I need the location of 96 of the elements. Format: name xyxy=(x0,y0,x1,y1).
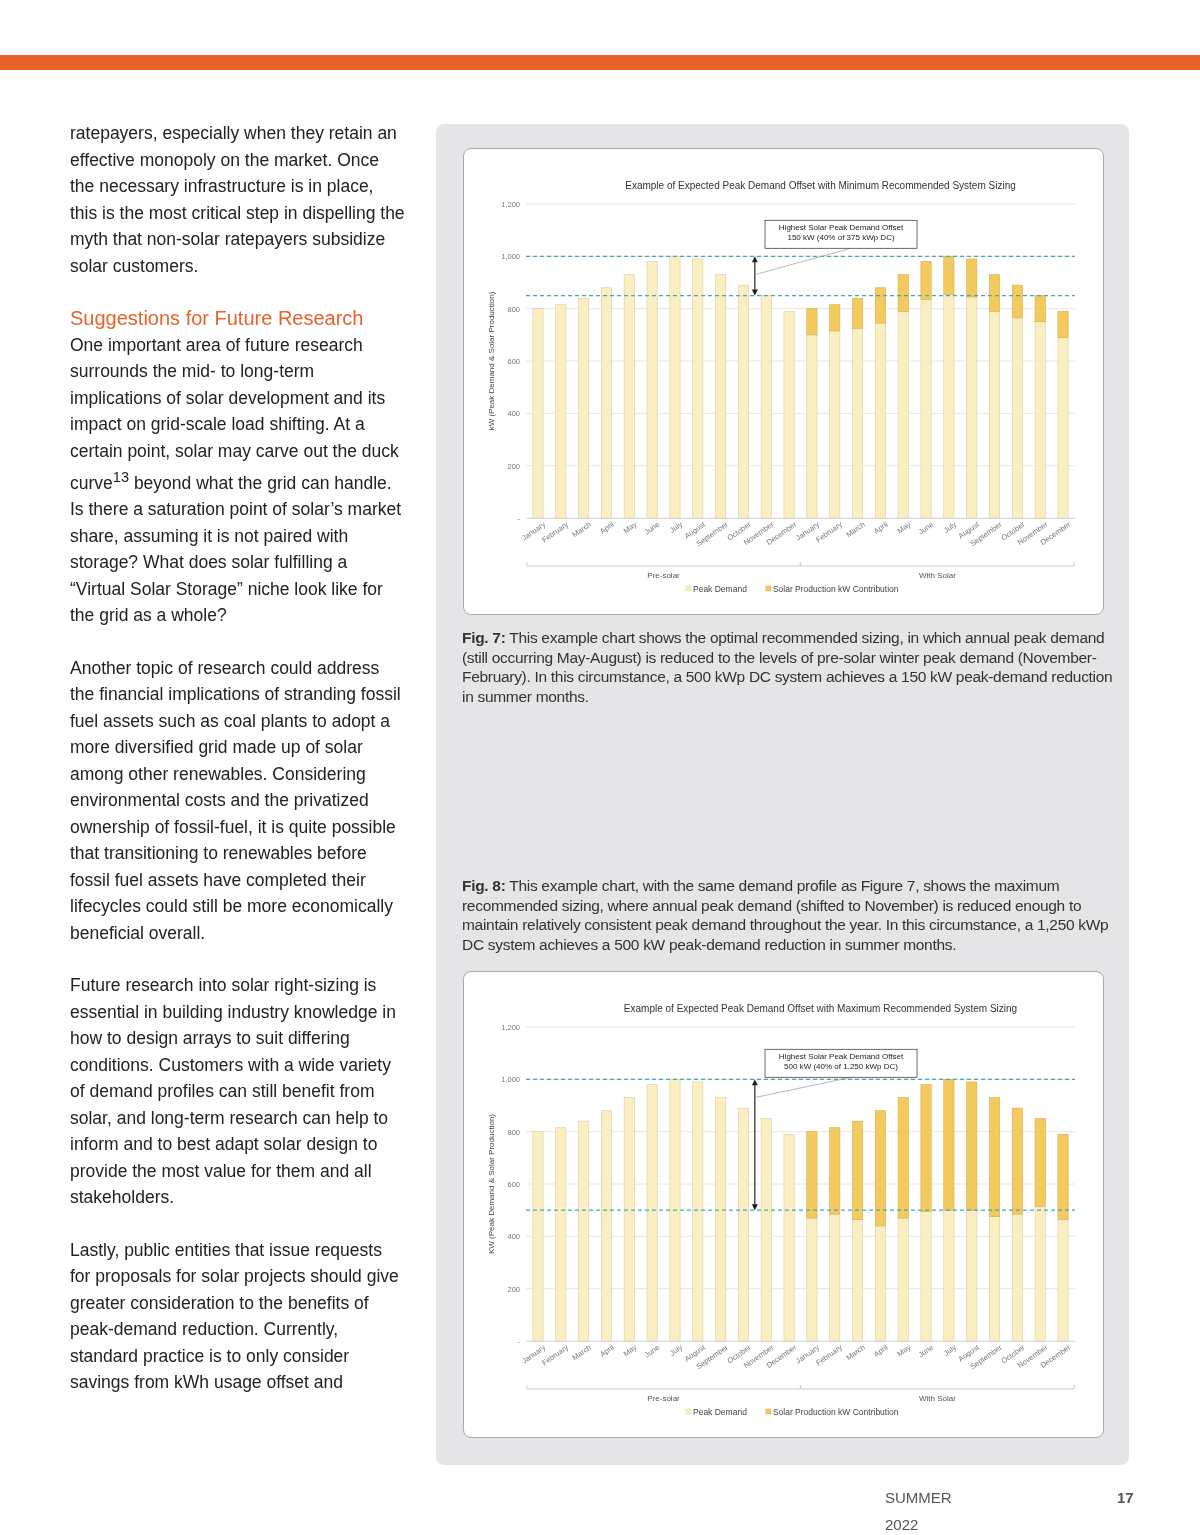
legend-label: Solar Production kW Contribution xyxy=(772,584,899,594)
bar xyxy=(692,258,704,519)
bar xyxy=(874,1110,886,1227)
text: One important area of future research surrounds the mid- to long-term implications of solar development and its impact on grid-scale load shifting. At a certain point, solar may carve out the duck curve$^{13}$ beyond what the grid can handle. Is there a saturation point of solar’s market share, assuming it is not paired with storage? What does solar fulfilling a “Virtual Solar Storage” niche look like for the grid as a whole? xyxy=(70,334,402,626)
bar xyxy=(1011,1213,1023,1342)
bar xyxy=(1011,1107,1023,1215)
text: 17 xyxy=(1117,1488,1134,1508)
bar xyxy=(715,1097,727,1342)
bar xyxy=(829,304,841,332)
bar xyxy=(920,299,932,519)
bar xyxy=(783,1133,795,1342)
bar xyxy=(692,1081,704,1342)
bar xyxy=(829,330,841,519)
legend-label: Solar Production kW Contribution xyxy=(772,1407,899,1417)
text: SUMMER 2022 xyxy=(885,1488,952,1535)
bar xyxy=(623,274,635,519)
bar xyxy=(669,1079,681,1342)
text: With Solar xyxy=(919,571,957,580)
bar xyxy=(555,304,567,519)
text: Pre-solar xyxy=(647,571,681,580)
text: Another topic of research could address the financial implications of stranding fossil fuel assets such as coal plants to adopt a more diversified grid made up of solar among other renewables. Considering environmental costs and the privatized ownership of fossil-fuel, it is quite possible that transitioning to renewables before fossil fuel assets have completed their lifecycles could still be more economically beneficial overall. xyxy=(70,657,401,943)
bar xyxy=(989,310,1000,519)
bar xyxy=(623,1097,635,1342)
bar xyxy=(738,284,749,519)
bar xyxy=(852,1219,863,1342)
bar xyxy=(669,256,681,519)
bar xyxy=(874,1225,886,1342)
bar xyxy=(897,274,909,312)
y-axis-title: KW (Peak Demand & Solar Production) xyxy=(487,1113,496,1255)
bar xyxy=(715,274,727,519)
bar xyxy=(532,308,544,519)
bar xyxy=(1011,317,1023,519)
bar xyxy=(943,293,955,519)
bar xyxy=(852,327,863,519)
bar xyxy=(783,310,795,519)
bar xyxy=(852,297,863,329)
bar xyxy=(806,308,818,336)
bar xyxy=(760,295,772,519)
legend-label: Peak Demand xyxy=(693,584,748,594)
text: ratepayers, especially when they retain an effective monopoly on the market. Once the necessary infrastructure is in place, this is the most critical step in dispelling the myth that non-solar ratepayers subsidize solar customers. xyxy=(70,122,405,278)
bar xyxy=(829,1213,841,1342)
bar xyxy=(852,1120,863,1220)
bar xyxy=(1057,1219,1069,1342)
bar xyxy=(806,334,818,519)
bar xyxy=(1057,1133,1069,1220)
bar xyxy=(920,1211,932,1342)
bar xyxy=(646,261,658,519)
bar xyxy=(1057,310,1069,338)
bar xyxy=(806,1217,818,1342)
bar xyxy=(874,287,886,324)
bar xyxy=(646,1084,658,1342)
bar xyxy=(760,1118,772,1342)
text: Suggestions for Future Research xyxy=(70,306,365,331)
bar xyxy=(966,258,978,298)
bar xyxy=(1034,1205,1046,1342)
bar xyxy=(920,1084,932,1212)
bar xyxy=(555,1127,567,1342)
text: With Solar xyxy=(919,1394,957,1403)
bar xyxy=(578,1120,590,1342)
bar xyxy=(989,274,1000,312)
bar xyxy=(874,322,886,519)
bar xyxy=(829,1127,841,1215)
chart-title: Example of Expected Peak Demand Offset with Maximum Recommended System Sizing xyxy=(623,1003,1018,1014)
annotation: Highest Solar Peak Demand Offset 500 kW (40% of 1.250 kWp DC) xyxy=(778,1052,904,1072)
bar xyxy=(989,1216,1000,1342)
text: Lastly, public entities that issue requests for proposals for solar projects should give greater consideration to the benefits of peak-demand reduction. Currently, standard practice is to only consider savings from kWh usage offset and xyxy=(70,1238,400,1395)
bar xyxy=(1011,284,1023,319)
caption: Fig. 7: This example chart shows the optimal recommended sizing, in which annual peak demand (still occurring May-August) is reduced to the levels of pre-solar winter peak demand (November-February). In this circumstance, a 500 kWp DC system achieves a 150 kW peak-demand reduction in summer months. xyxy=(462,629,1113,705)
bar xyxy=(920,261,932,300)
bar xyxy=(897,310,909,519)
legend-label: Peak Demand xyxy=(693,1407,748,1417)
bar xyxy=(1057,337,1069,519)
bar xyxy=(738,1107,749,1342)
bar xyxy=(578,297,590,519)
bar xyxy=(532,1131,544,1342)
bar xyxy=(966,296,978,519)
bar xyxy=(943,1079,955,1211)
bar xyxy=(943,1209,955,1342)
bar xyxy=(601,1110,612,1342)
text: Future research into solar right-sizing is essential in building industry knowledge in how to design arrays to suit differing conditions. Customers with a wide variety of demand profiles can still benefit from solar, and long-term research can help to inform and to best adapt solar design to provide the most value for them and all stakeholders. xyxy=(70,975,396,1208)
bar xyxy=(966,1081,978,1211)
bar xyxy=(989,1097,1000,1218)
chart-title: Example of Expected Peak Demand Offset with Minimum Recommended System Sizing xyxy=(625,180,1016,191)
y-axis-title: kW (Peak Demand & Solar Production) xyxy=(487,291,496,431)
bar xyxy=(897,1097,909,1219)
bar xyxy=(897,1217,909,1342)
caption: Fig. 8: This example chart, with the same demand profile as Figure 7, shows the maximum recommended sizing, where annual peak demand (shifted to November) is reduced enough to maintain relatively consistent peak demand throughout the year. In this circumstance, a 1,250 kWp DC system achieves a 500 kW peak-demand reduction in summer months. xyxy=(462,877,1109,953)
bar xyxy=(943,256,955,295)
bar xyxy=(1034,295,1046,323)
bar xyxy=(1034,321,1046,519)
text: Pre-solar xyxy=(647,1394,681,1403)
bar xyxy=(601,287,612,519)
bar xyxy=(1034,1118,1046,1207)
bar xyxy=(966,1209,978,1342)
bar xyxy=(806,1131,818,1219)
annotation: Highest Solar Peak Demand Offset 150 kW (40% of 375 kWp DC) xyxy=(778,223,904,243)
